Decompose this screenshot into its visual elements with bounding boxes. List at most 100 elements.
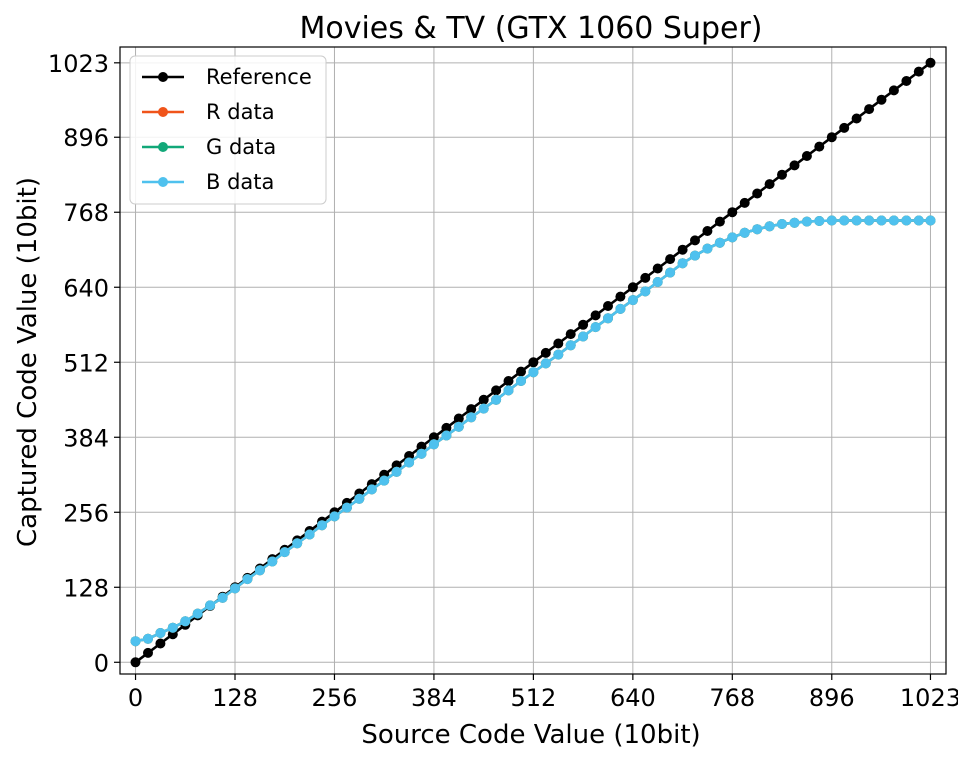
data-point bbox=[391, 466, 402, 477]
data-point bbox=[565, 340, 576, 351]
data-point bbox=[627, 295, 638, 306]
data-point bbox=[913, 215, 924, 226]
data-point bbox=[677, 244, 688, 255]
legend: Reference R data G data B data bbox=[129, 55, 327, 205]
data-point bbox=[864, 215, 875, 226]
data-point bbox=[254, 565, 265, 576]
data-point bbox=[739, 197, 750, 208]
data-point bbox=[901, 215, 912, 226]
data-point bbox=[341, 502, 352, 513]
y-tick-label: 896 bbox=[63, 124, 109, 152]
data-point bbox=[453, 413, 464, 424]
data-point bbox=[205, 600, 216, 611]
data-point bbox=[876, 215, 887, 226]
data-point bbox=[528, 357, 539, 368]
data-point bbox=[690, 235, 700, 246]
legend-item: R data bbox=[142, 100, 275, 124]
data-point bbox=[590, 310, 601, 321]
legend-item: Reference bbox=[142, 65, 312, 89]
data-point bbox=[814, 216, 825, 226]
data-point bbox=[764, 179, 775, 190]
data-point bbox=[801, 151, 812, 161]
legend-label: B data bbox=[206, 170, 274, 194]
y-axis-ticks: 0 128 256 384 512 640 768 896 1023 bbox=[48, 50, 120, 677]
data-point bbox=[839, 122, 850, 133]
y-tick-label: 0 bbox=[94, 649, 109, 677]
data-point bbox=[304, 529, 315, 540]
data-point bbox=[652, 263, 663, 274]
data-point bbox=[503, 385, 514, 396]
data-point bbox=[627, 282, 638, 293]
data-point bbox=[428, 432, 439, 443]
data-point bbox=[851, 113, 862, 124]
data-point bbox=[192, 608, 203, 619]
legend-swatch-marker bbox=[158, 107, 168, 117]
data-point bbox=[851, 215, 862, 226]
data-point bbox=[379, 475, 390, 486]
data-point bbox=[925, 57, 936, 68]
data-point bbox=[826, 132, 837, 143]
data-point bbox=[839, 215, 850, 226]
legend-swatch-marker bbox=[158, 177, 168, 187]
y-tick-label: 640 bbox=[63, 274, 109, 302]
x-tick-label: 1023 bbox=[900, 684, 958, 712]
x-axis-label: Source Code Value (10bit) bbox=[361, 720, 700, 750]
data-point bbox=[354, 493, 365, 504]
data-point bbox=[540, 347, 551, 358]
data-point bbox=[826, 215, 837, 226]
plot-frame bbox=[119, 46, 947, 675]
data-point bbox=[528, 367, 539, 378]
data-point bbox=[714, 216, 725, 227]
data-point bbox=[553, 349, 564, 360]
x-tick-label: 384 bbox=[411, 684, 457, 712]
data-point bbox=[453, 421, 464, 432]
data-point bbox=[217, 592, 228, 603]
data-point bbox=[814, 141, 825, 152]
legend-label: R data bbox=[206, 100, 275, 124]
data-point bbox=[130, 657, 141, 668]
data-point bbox=[441, 422, 452, 433]
data-point bbox=[292, 538, 303, 549]
data-point bbox=[466, 412, 477, 423]
data-point bbox=[727, 207, 738, 218]
y-axis-label: Captured Code Value (10bit) bbox=[13, 177, 43, 547]
data-point bbox=[702, 243, 713, 254]
data-point bbox=[925, 215, 936, 226]
data-point bbox=[652, 277, 663, 287]
data-point bbox=[230, 583, 240, 594]
data-point bbox=[143, 647, 153, 658]
data-point bbox=[752, 224, 763, 235]
x-tick-label: 896 bbox=[809, 684, 855, 712]
y-tick-label: 768 bbox=[63, 199, 109, 227]
data-point bbox=[366, 484, 377, 495]
data-point bbox=[901, 76, 912, 86]
data-point bbox=[777, 169, 787, 180]
data-point bbox=[478, 403, 489, 414]
data-point bbox=[714, 237, 725, 248]
data-point bbox=[143, 633, 153, 644]
data-point bbox=[590, 322, 601, 333]
data-point bbox=[888, 85, 899, 96]
data-point bbox=[155, 638, 166, 649]
data-point bbox=[491, 394, 502, 405]
data-point bbox=[789, 160, 800, 171]
data-point bbox=[603, 313, 613, 324]
legend-item: B data bbox=[142, 170, 274, 194]
data-point bbox=[677, 258, 688, 269]
legend-box bbox=[129, 55, 327, 205]
data-point bbox=[764, 221, 775, 232]
data-point bbox=[404, 457, 415, 468]
data-point bbox=[690, 250, 700, 261]
data-point bbox=[565, 329, 576, 340]
data-point bbox=[640, 286, 651, 297]
data-point bbox=[752, 188, 763, 199]
data-point bbox=[789, 217, 800, 228]
y-tick-label: 384 bbox=[63, 424, 109, 452]
legend-swatch-marker bbox=[158, 142, 168, 152]
data-point bbox=[416, 448, 427, 459]
x-tick-label: 768 bbox=[709, 684, 755, 712]
series-layer bbox=[130, 57, 936, 668]
y-tick-label: 256 bbox=[63, 499, 109, 527]
series-b-data bbox=[130, 215, 936, 647]
